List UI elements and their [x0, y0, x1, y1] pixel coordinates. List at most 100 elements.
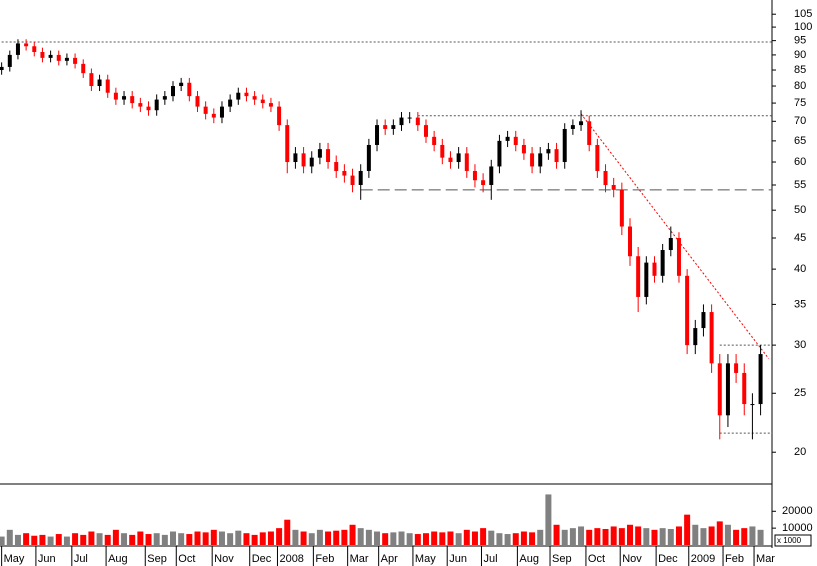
volume-bar	[210, 529, 217, 545]
candle-body	[734, 363, 739, 373]
candle-body	[693, 328, 698, 346]
volume-bar	[112, 529, 119, 545]
candle-body	[521, 144, 526, 154]
volume-bar	[757, 529, 764, 545]
x-tick-label: Dec	[252, 553, 272, 565]
volume-bar	[349, 524, 356, 545]
volume-bar	[88, 531, 95, 545]
x-tick-label: Jul	[483, 553, 497, 565]
volume-bar	[80, 534, 87, 545]
candle-body	[317, 149, 322, 158]
candle-body	[228, 99, 233, 107]
volume-bar	[675, 526, 682, 545]
volume-bar	[251, 534, 258, 545]
candle-body	[366, 144, 371, 171]
candle-body	[432, 136, 437, 145]
volume-bar	[186, 534, 193, 545]
volume-bar	[643, 528, 650, 545]
volume-bar	[267, 531, 274, 545]
volume-bar	[455, 533, 462, 545]
y-tick-label: 85	[794, 64, 806, 76]
candle-body	[562, 128, 567, 163]
volume-bar	[170, 531, 177, 545]
volume-bar	[365, 529, 372, 545]
x-tick-label: Oct	[588, 553, 605, 565]
candle-body	[32, 46, 37, 53]
candle-body	[162, 96, 167, 100]
volume-tick-label: 10000	[782, 522, 813, 534]
x-tick-label: Dec	[658, 553, 678, 565]
candle-body	[505, 136, 510, 141]
volume-bar	[447, 531, 454, 545]
volume-bar	[684, 514, 691, 545]
volume-bar	[382, 533, 389, 545]
volume-bar	[480, 528, 487, 545]
y-tick-label: 40	[794, 263, 806, 275]
candle-body	[146, 106, 151, 111]
y-tick-label: 80	[794, 80, 806, 92]
volume-bar	[578, 526, 585, 545]
candle-body	[448, 157, 453, 163]
volume-bar	[47, 536, 54, 545]
y-tick-label: 65	[794, 135, 806, 147]
volume-bar	[235, 530, 242, 545]
volume-bar	[31, 535, 38, 545]
volume-bar	[0, 536, 5, 545]
candle-body	[268, 103, 273, 107]
volume-bar	[659, 528, 666, 545]
candle-body	[309, 157, 314, 167]
volume-bar	[724, 524, 731, 545]
volume-tick-label: 20000	[782, 505, 813, 517]
volume-bar	[569, 528, 576, 545]
volume-bar	[512, 533, 519, 545]
volume-bar	[292, 529, 299, 545]
volume-bar	[496, 533, 503, 545]
volume-bar	[431, 531, 438, 545]
candle-body	[709, 312, 714, 364]
x-tick-label: Feb	[725, 553, 744, 565]
candle-body	[546, 149, 551, 154]
candle-body	[24, 43, 29, 47]
candle-body	[81, 63, 86, 74]
volume-bar	[708, 526, 715, 545]
volume-bar	[561, 529, 568, 545]
y-tick-label: 50	[794, 204, 806, 216]
y-tick-label: 25	[794, 387, 806, 399]
candle-body	[619, 189, 624, 227]
x-tick-label: Jun	[449, 553, 467, 565]
candle-body	[130, 96, 135, 104]
volume-bar	[121, 533, 128, 545]
volume-bar	[422, 533, 429, 545]
candle-body	[554, 149, 559, 163]
candle-body	[407, 117, 412, 119]
volume-bar	[284, 519, 291, 545]
candle-body	[179, 82, 184, 87]
volume-bar	[627, 524, 634, 545]
candle-body	[456, 153, 461, 163]
candle-body	[113, 92, 118, 100]
candle-body	[481, 180, 486, 186]
volume-bar	[618, 528, 625, 545]
volume-bar	[471, 531, 478, 545]
x-tick-label: Jun	[38, 553, 56, 565]
y-tick-label: 20	[794, 446, 806, 458]
volume-bar	[610, 526, 617, 545]
volume-bar	[137, 531, 144, 545]
candle-body	[203, 106, 208, 114]
candle-body	[685, 275, 690, 346]
volume-bar	[390, 532, 397, 545]
candle-body	[171, 86, 176, 97]
x-tick-label: Feb	[315, 553, 334, 565]
candle-body	[301, 153, 306, 167]
candle-body	[660, 250, 665, 276]
candle-body	[89, 73, 94, 87]
candle-body	[595, 144, 600, 171]
candle-body	[219, 106, 224, 118]
volume-bar	[529, 532, 536, 545]
candle-body	[326, 149, 331, 163]
volume-bar	[104, 534, 111, 545]
x-tick-label: Jul	[74, 553, 88, 565]
candle-body	[40, 52, 45, 58]
